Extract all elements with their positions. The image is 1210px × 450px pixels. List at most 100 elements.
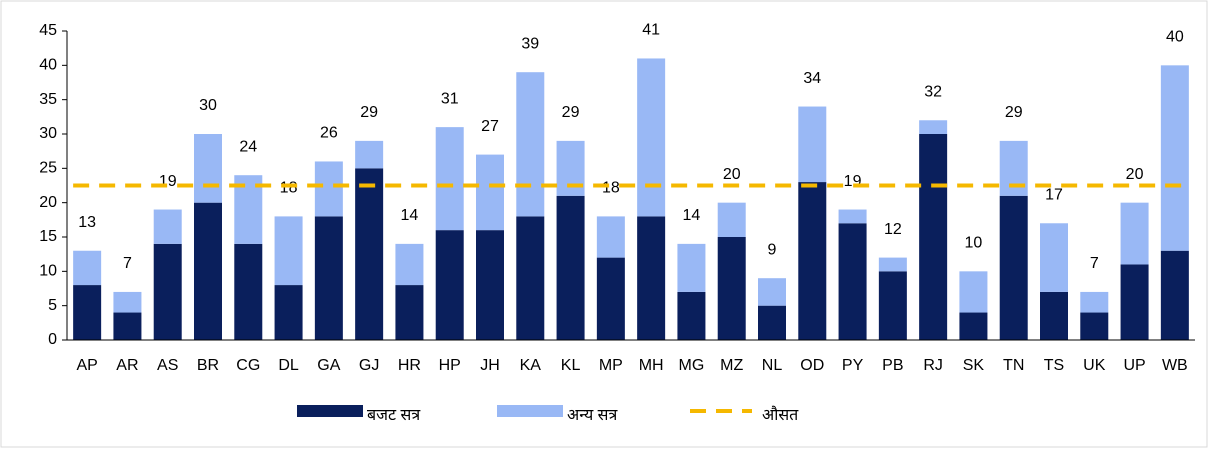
bar-segment	[314, 216, 343, 340]
bar-segment	[476, 230, 504, 340]
bar-segment	[556, 140, 585, 196]
x-tick-label: HP	[439, 357, 461, 374]
bar-segment	[878, 271, 907, 340]
bar-segment	[516, 72, 545, 217]
bar-segment	[194, 202, 222, 340]
x-tick-label: MP	[599, 357, 623, 374]
bar-segment	[355, 140, 384, 169]
bar-segment	[314, 161, 343, 217]
x-tick-label: GA	[317, 357, 340, 374]
bar-segment	[919, 134, 948, 340]
total-label: 14	[683, 207, 701, 224]
y-tick-label: 35	[39, 91, 57, 108]
total-label: 29	[562, 104, 580, 121]
bar-segment	[999, 140, 1028, 196]
bar-segment	[113, 312, 142, 340]
x-tick-label: NL	[762, 357, 783, 374]
bar-segment	[959, 312, 988, 340]
y-tick-label: 25	[39, 160, 57, 177]
total-label: 18	[602, 180, 620, 197]
total-label: 34	[803, 70, 821, 87]
x-tick-label: UP	[1123, 357, 1145, 374]
total-label: 7	[123, 255, 132, 272]
bar-segment	[153, 243, 182, 340]
bar-segment	[1040, 223, 1068, 292]
x-tick-label: KA	[520, 357, 542, 374]
bar-segment	[73, 250, 102, 286]
bar-segment	[919, 120, 948, 134]
y-tick-label: 40	[39, 57, 57, 74]
total-label: 10	[965, 235, 983, 252]
x-tick-label: SK	[963, 357, 985, 374]
total-label: 30	[199, 97, 217, 114]
x-tick-label: HR	[398, 357, 421, 374]
x-tick-label: MG	[679, 357, 705, 374]
total-label: 26	[320, 125, 338, 142]
legend-swatch	[497, 405, 563, 417]
bar-segment	[435, 127, 464, 231]
total-label: 39	[521, 35, 539, 52]
x-tick-label: RJ	[923, 357, 943, 374]
bar-segment	[959, 271, 988, 313]
total-label: 27	[481, 118, 499, 135]
x-tick-label: PY	[842, 357, 864, 374]
bar-segment	[1160, 65, 1189, 251]
bar-segment	[194, 134, 222, 203]
x-tick-label: TN	[1003, 357, 1024, 374]
total-label: 18	[280, 180, 298, 197]
total-label: 20	[1126, 166, 1144, 183]
bar-segment	[677, 243, 706, 292]
x-tick-label: AP	[76, 357, 97, 374]
y-tick-label: 5	[48, 297, 57, 314]
bar-segment	[1080, 312, 1109, 340]
total-label: 31	[441, 90, 459, 107]
bar-segment	[758, 278, 786, 306]
bar-segment	[395, 243, 424, 286]
legend-label: बजट सत्र	[367, 407, 421, 424]
x-tick-label: CG	[236, 357, 260, 374]
bar-segment	[717, 202, 746, 237]
bar-segment	[1120, 202, 1149, 265]
bar-segment	[677, 291, 706, 340]
x-tick-label: OD	[800, 357, 824, 374]
bar-segment	[113, 291, 142, 313]
x-tick-label: UK	[1083, 357, 1106, 374]
x-tick-label: MZ	[720, 357, 743, 374]
bar-segment	[556, 195, 585, 340]
x-tick-label: BR	[197, 357, 219, 374]
x-tick-label: KL	[561, 357, 581, 374]
bar-segment	[596, 257, 625, 340]
total-label: 13	[78, 214, 96, 231]
bar-segment	[476, 154, 504, 231]
total-label: 29	[1005, 104, 1023, 121]
bar-segment	[355, 168, 384, 340]
total-label: 29	[360, 104, 378, 121]
bar-segment	[1160, 250, 1189, 340]
total-label: 7	[1090, 255, 1099, 272]
bar-segment	[73, 285, 102, 340]
bar-segment	[274, 285, 303, 340]
bar-segment	[234, 243, 263, 340]
total-label: 17	[1045, 186, 1063, 203]
x-tick-label: AS	[157, 357, 178, 374]
x-tick-label: GJ	[359, 357, 379, 374]
bar-segment	[878, 257, 907, 272]
bar-segment	[395, 285, 424, 340]
total-label: 40	[1166, 29, 1184, 46]
bar-segment	[999, 195, 1028, 340]
bar-segment	[1080, 291, 1109, 313]
y-tick-label: 20	[39, 194, 57, 211]
y-tick-label: 0	[48, 331, 57, 348]
bar-segment	[153, 209, 182, 244]
y-tick-label: 10	[39, 263, 57, 280]
x-tick-label: WB	[1162, 357, 1188, 374]
bar-segment	[838, 223, 867, 340]
bar-segment	[516, 216, 545, 340]
y-tick-label: 45	[39, 22, 57, 39]
bar-segment	[717, 237, 746, 340]
total-label: 12	[884, 221, 902, 238]
total-label: 9	[768, 241, 777, 258]
y-tick-label: 15	[39, 228, 57, 245]
legend-label: अन्य सत्र	[567, 407, 618, 424]
